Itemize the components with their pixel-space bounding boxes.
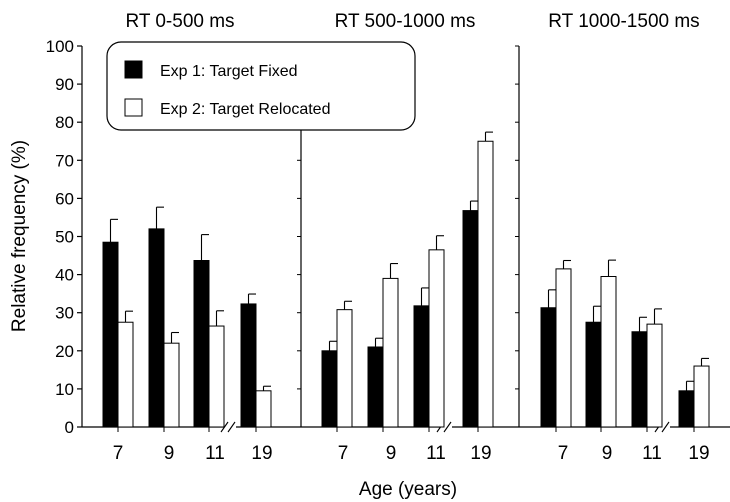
bar — [367, 346, 384, 428]
bars — [102, 131, 710, 428]
bar — [240, 303, 257, 428]
y-tick-label: 60 — [55, 189, 74, 208]
y-tick-label: 70 — [55, 151, 74, 170]
axes: 0 10 20 30 40 50 60 70 80 90 100 7 9 11 19 7 9 11 19 7 9 11 19 — [46, 37, 730, 464]
axis-break-mark — [661, 421, 670, 433]
x-tick-label: 9 — [164, 443, 175, 464]
legend-swatch-exp1 — [124, 60, 143, 79]
bar — [678, 390, 695, 428]
y-tick-label: 80 — [55, 113, 74, 132]
x-tick-label: 11 — [642, 443, 662, 464]
y-tick-label: 0 — [65, 418, 74, 437]
bar — [646, 323, 663, 428]
x-tick-label: 7 — [558, 443, 569, 464]
axis-break-mark — [443, 421, 452, 433]
legend-label-exp1: Exp 1: Target Fixed — [160, 63, 298, 80]
x-tick-label: 9 — [386, 443, 397, 464]
bar — [540, 307, 557, 428]
legend-box — [106, 41, 416, 131]
x-tick-label: 9 — [602, 443, 613, 464]
bar — [631, 331, 648, 428]
x-tick-label: 19 — [251, 443, 272, 464]
bar — [413, 305, 430, 428]
y-axis-label: Relative frequency (%) — [9, 140, 30, 332]
bar — [255, 390, 272, 428]
bar — [102, 241, 119, 428]
x-tick-label: 7 — [338, 443, 349, 464]
legend: Exp 1: Target Fixed Exp 2: Target Reloca… — [106, 41, 416, 131]
bar — [600, 276, 617, 428]
bar — [163, 342, 180, 428]
panel-title-2: RT 500-1000 ms — [335, 11, 476, 32]
bar — [321, 350, 338, 428]
bar — [336, 309, 353, 428]
x-tick-label: 7 — [113, 443, 124, 464]
y-tick-label: 100 — [46, 37, 74, 56]
y-tick-label: 10 — [55, 380, 74, 399]
bar — [208, 325, 225, 428]
legend-swatch-exp2 — [124, 98, 143, 117]
axis-break-mark — [227, 421, 236, 433]
bar — [555, 268, 572, 428]
bar — [462, 210, 479, 428]
bar — [382, 277, 399, 428]
panel-title-1: RT 0-500 ms — [125, 11, 234, 32]
x-tick-label: 11 — [205, 443, 225, 464]
bar — [148, 228, 165, 428]
y-tick-label: 20 — [55, 342, 74, 361]
x-axis-label: Age (years) — [359, 479, 457, 500]
bar — [193, 260, 210, 428]
bar — [477, 140, 494, 428]
y-tick-label: 50 — [55, 228, 74, 247]
legend-label-exp2: Exp 2: Target Relocated — [160, 101, 330, 118]
bar — [585, 321, 602, 428]
x-tick-label: 19 — [470, 443, 491, 464]
x-tick-label: 11 — [426, 443, 446, 464]
y-tick-label: 90 — [55, 75, 74, 94]
y-tick-label: 40 — [55, 266, 74, 285]
bar — [117, 321, 134, 428]
panel-title-3: RT 1000-1500 ms — [548, 11, 699, 32]
bar — [428, 249, 445, 428]
y-tick-label: 30 — [55, 304, 74, 323]
x-tick-label: 19 — [688, 443, 709, 464]
bar — [693, 365, 710, 428]
